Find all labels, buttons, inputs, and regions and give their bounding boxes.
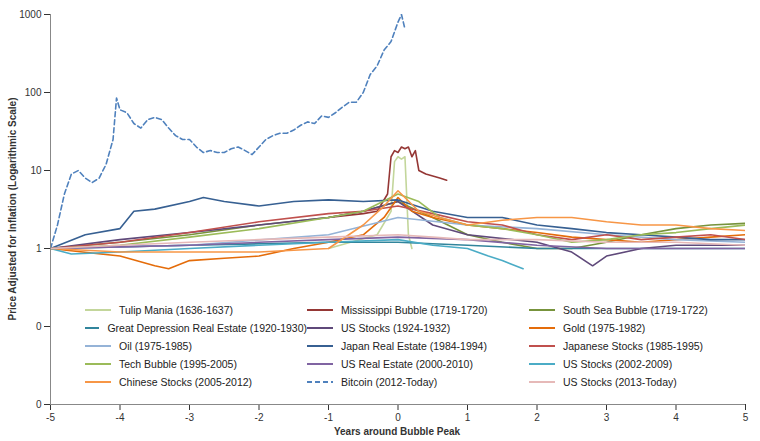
html-text:Tulip Mania (1636-1637): Tulip Mania (1636-1637) [119, 304, 233, 316]
svg-text:0: 0 [36, 321, 42, 332]
html-text:US Real Estate (2000-2010): US Real Estate (2000-2010) [341, 358, 473, 370]
svg-text:1000: 1000 [19, 9, 42, 20]
svg-text:-1: -1 [324, 412, 333, 423]
svg-text:10: 10 [30, 165, 42, 176]
svg-text:4: 4 [673, 412, 679, 423]
html-text:Chinese Stocks (2005-2012): Chinese Stocks (2005-2012) [119, 376, 253, 388]
html-text:Gold (1975-1982): Gold (1975-1982) [563, 322, 646, 334]
svg-text:-5: -5 [46, 412, 55, 423]
svg-text:-2: -2 [255, 412, 264, 423]
html-text:US Stocks (2013-Today): US Stocks (2013-Today) [563, 376, 677, 388]
html-text:Oil (1975-1985): Oil (1975-1985) [119, 340, 192, 352]
svg-text:0: 0 [36, 399, 42, 410]
html-text:US Stocks (1924-1932): US Stocks (1924-1932) [341, 322, 451, 334]
svg-text:2: 2 [534, 412, 540, 423]
html-text:Japan Real Estate (1984-1994): Japan Real Estate (1984-1994) [341, 340, 487, 352]
html-text:Great Depression Real Estate (: Great Depression Real Estate (1920-1930) [107, 322, 307, 334]
svg-text:1: 1 [36, 243, 42, 254]
svg-text:3: 3 [604, 412, 610, 423]
svg-text:-4: -4 [116, 412, 125, 423]
html-text:Japanese Stocks (1985-1995): Japanese Stocks (1985-1995) [563, 340, 704, 352]
svg-text:1: 1 [465, 412, 471, 423]
svg-text:5: 5 [743, 412, 749, 423]
html-text:Price Adjusted for Inflation (: Price Adjusted for Inflation (Logarithmi… [6, 97, 18, 321]
svg-text:-3: -3 [185, 412, 194, 423]
svg-text:100: 100 [25, 87, 42, 98]
html-text:Years around Bubble Peak: Years around Bubble Peak [333, 426, 461, 437]
html-text:Mississippi Bubble (1719-1720): Mississippi Bubble (1719-1720) [341, 304, 488, 316]
html-text:South Sea Bubble (1719-1722): South Sea Bubble (1719-1722) [563, 304, 708, 316]
html-text:US Stocks (2002-2009): US Stocks (2002-2009) [563, 358, 673, 370]
svg-text:0: 0 [395, 412, 401, 423]
html-text:Tech Bubble (1995-2005): Tech Bubble (1995-2005) [119, 358, 237, 370]
html-text:Bitcoin (2012-Today): Bitcoin (2012-Today) [341, 376, 438, 388]
